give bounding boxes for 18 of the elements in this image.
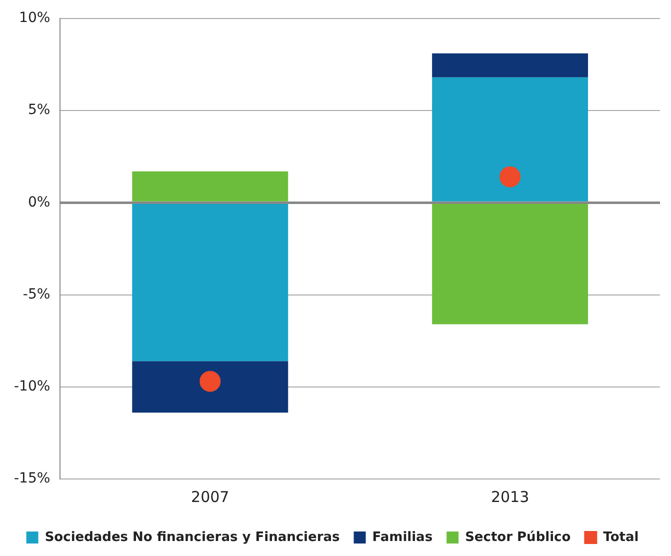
y-tick-label: 0%: [28, 194, 50, 210]
legend-label: Sector Público: [465, 530, 571, 545]
bar: [132, 204, 288, 362]
legend-label: Familias: [372, 530, 433, 545]
legend-label: Sociedades No financieras y Financieras: [44, 530, 340, 545]
x-tick-label: 2007: [191, 488, 230, 506]
legend-label: Total: [603, 530, 639, 545]
y-tick-label: 5%: [28, 102, 50, 118]
x-tick-label: 2013: [490, 488, 530, 506]
bar: [432, 53, 588, 78]
bar: [132, 361, 288, 413]
y-tick-label: -5%: [22, 286, 50, 302]
y-tick-label: -15%: [14, 470, 50, 487]
y-tick-label: -10%: [14, 378, 50, 395]
bar: [432, 77, 588, 202]
y-tick-label: 10%: [19, 10, 50, 26]
bar: [432, 204, 588, 324]
bar: [132, 171, 288, 202]
